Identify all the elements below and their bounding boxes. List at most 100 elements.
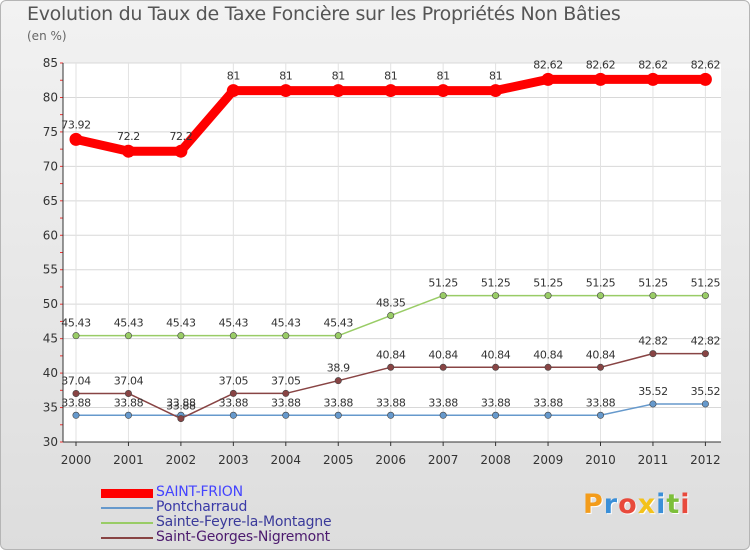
data-point [229, 332, 237, 340]
data-point [544, 363, 552, 371]
data-point [596, 292, 604, 300]
data-point [646, 72, 660, 86]
legend-label: Saint-Georges-Nigremont [156, 529, 330, 545]
data-point [649, 292, 657, 300]
data-label: 48.35 [376, 297, 406, 310]
x-tick-label: 2008 [480, 453, 511, 467]
data-point [387, 312, 395, 320]
x-tick-label: 2009 [533, 453, 564, 467]
data-point [492, 363, 500, 371]
data-label: 33.88 [428, 396, 458, 409]
data-point [334, 332, 342, 340]
data-point [124, 332, 132, 340]
legend-swatch [101, 537, 153, 539]
data-point [701, 400, 709, 408]
data-point [544, 292, 552, 300]
data-point [387, 363, 395, 371]
data-label: 45.43 [324, 317, 354, 330]
data-label: 45.43 [166, 317, 196, 330]
logo-letter: o [618, 489, 638, 520]
data-point [121, 144, 135, 158]
legend-label: Pontcharraud [156, 499, 248, 515]
data-label: 33.88 [271, 396, 301, 409]
data-label: 45.43 [219, 317, 249, 330]
data-point [698, 72, 712, 86]
data-label: 37.05 [271, 374, 301, 387]
data-point [331, 84, 345, 98]
data-label: 81 [227, 70, 240, 83]
data-point [334, 377, 342, 385]
data-label: 81 [384, 70, 397, 83]
data-label: 33.88 [219, 396, 249, 409]
data-label: 37.04 [61, 374, 91, 387]
data-point [492, 411, 500, 419]
data-label: 72.2 [117, 130, 140, 143]
x-tick-label: 2011 [638, 453, 669, 467]
data-point [436, 84, 450, 98]
y-tick-label: 35 [43, 401, 58, 415]
x-tick-label: 2006 [375, 453, 406, 467]
data-point [69, 132, 83, 146]
y-tick-label: 65 [43, 194, 58, 208]
data-point [174, 144, 188, 158]
data-label: 45.43 [61, 317, 91, 330]
y-tick-label: 45 [43, 332, 58, 346]
data-label: 33.88 [61, 396, 91, 409]
data-label: 37.04 [114, 374, 144, 387]
data-point [279, 84, 293, 98]
data-label: 51.25 [586, 277, 616, 290]
data-label: 40.84 [376, 348, 406, 361]
data-label: 81 [332, 70, 345, 83]
legend-item: Saint-Georges-Nigremont [101, 529, 421, 546]
legend-item: Sainte-Feyre-la-Montagne [101, 514, 421, 531]
data-point [492, 292, 500, 300]
x-tick-label: 2002 [166, 453, 197, 467]
legend-item: Pontcharraud [101, 499, 421, 516]
logo-letter: P [583, 489, 604, 520]
data-label: 40.84 [586, 348, 616, 361]
data-point [594, 72, 607, 86]
x-tick-label: 2004 [271, 453, 302, 467]
data-point [72, 411, 80, 419]
proxiti-logo: Proxiti [583, 489, 691, 520]
data-point [541, 72, 555, 86]
y-tick-label: 55 [43, 263, 58, 277]
data-label: 33.88 [376, 396, 406, 409]
data-point [229, 411, 237, 419]
data-point [124, 411, 132, 419]
data-label: 72.2 [169, 130, 192, 143]
y-tick-label: 50 [43, 297, 58, 311]
data-point [596, 411, 604, 419]
data-point [489, 84, 503, 98]
data-label: 51.25 [428, 277, 458, 290]
y-unit-label: (en %) [27, 29, 67, 43]
data-point [72, 389, 80, 397]
data-point [649, 400, 657, 408]
data-label: 33.88 [586, 396, 616, 409]
data-label: 51.25 [691, 277, 721, 290]
data-label: 33.88 [166, 400, 196, 413]
data-point [701, 292, 709, 300]
data-label: 33.88 [114, 396, 144, 409]
x-tick-label: 2005 [323, 453, 354, 467]
data-point [177, 415, 185, 423]
data-label: 82.62 [691, 58, 721, 71]
data-label: 45.43 [271, 317, 301, 330]
data-point [177, 332, 185, 340]
y-tick-label: 60 [43, 228, 58, 242]
logo-letter: t [666, 489, 681, 520]
data-label: 40.84 [533, 348, 563, 361]
data-label: 40.84 [428, 348, 458, 361]
y-tick-label: 80 [43, 90, 58, 104]
data-point [384, 84, 398, 98]
y-tick-label: 70 [43, 159, 58, 173]
legend-item: SAINT-FRION [101, 484, 421, 501]
data-point [334, 411, 342, 419]
data-label: 38.9 [327, 362, 350, 375]
data-label: 33.88 [481, 396, 511, 409]
legend-swatch [101, 507, 153, 509]
data-label: 82.62 [638, 58, 668, 71]
data-point [282, 411, 290, 419]
